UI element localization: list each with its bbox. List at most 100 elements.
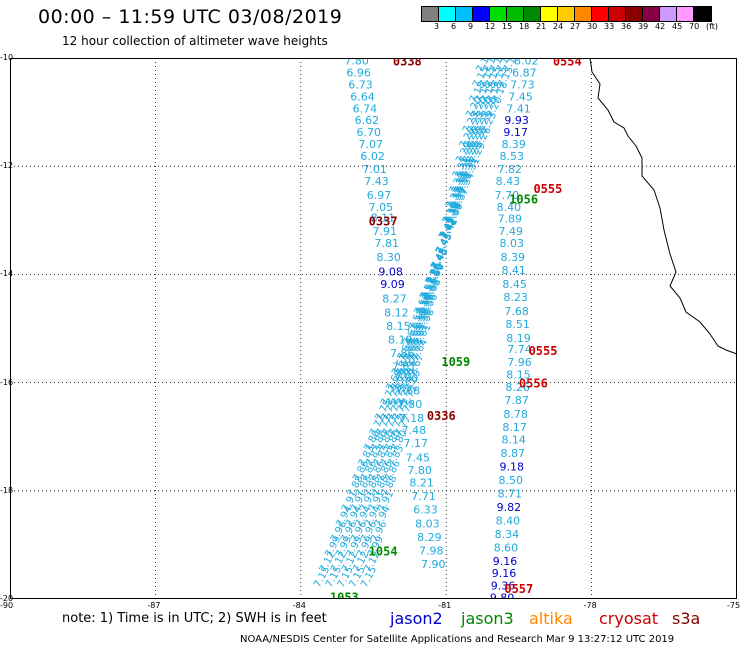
wave-height-value: 9.93 <box>504 114 529 127</box>
wave-height-value: 8.15 <box>386 320 411 333</box>
wave-height-value: 8.41 <box>501 264 526 277</box>
wave-height-map: 7.107.127.157.187.207.237.267.297.317.34… <box>10 58 737 599</box>
wave-height-value: 7.61 <box>392 360 417 373</box>
wave-height-value: 6.62 <box>355 114 380 127</box>
wave-height-value: 8.40 <box>496 515 521 528</box>
color-legend-label: 70 <box>689 22 700 31</box>
pass-label: 0556 <box>519 377 548 391</box>
wave-height-value: 7.45 <box>508 90 532 103</box>
longitude-label: -84 <box>292 601 306 610</box>
wave-height-value: 7.07 <box>358 138 383 151</box>
longitude-label: -81 <box>438 601 452 610</box>
color-swatch <box>609 7 626 21</box>
color-swatch <box>490 7 507 21</box>
wave-height-value: 6.33 <box>413 504 438 517</box>
chart-subtitle: 12 hour collection of altimeter wave hei… <box>62 34 328 48</box>
legend-cryosat: cryosat <box>599 609 659 628</box>
color-legend-label: 3 <box>434 22 440 31</box>
wave-height-value: 8.34 <box>495 528 519 541</box>
pass-label: 0555 <box>533 182 562 196</box>
coastline <box>589 58 737 355</box>
wave-height-value: 7.01 <box>362 163 387 176</box>
longitude-label: -78 <box>583 601 597 610</box>
wave-height-value: 8.19 <box>388 333 413 346</box>
footer-credit: NOAA/NESDIS Center for Satellite Applica… <box>240 634 675 645</box>
legend-altika: altika <box>529 609 573 628</box>
wave-height-value: 8.29 <box>417 531 442 544</box>
color-legend <box>421 6 712 22</box>
wave-height-value: 9.17 <box>503 126 527 139</box>
color-legend-labels: 3 6 9 12 15 18 21 24 27 30 33 36 39 42 45 70 (ft) <box>421 22 740 34</box>
longitude-label: -87 <box>147 601 161 610</box>
wave-height-value: 7.70 <box>495 189 519 202</box>
wave-height-value: 6.70 <box>357 126 382 139</box>
color-swatch <box>439 7 456 21</box>
wave-height-value: 7.74 <box>507 343 532 356</box>
wave-height-value: 9.08 <box>378 266 403 279</box>
wave-height-value: 7.87 <box>504 394 529 407</box>
color-swatch <box>677 7 694 21</box>
color-swatch <box>558 7 575 21</box>
color-legend-label: 15 <box>502 22 513 31</box>
wave-height-value: 8.11 <box>371 212 396 225</box>
wave-height-value: 7.81 <box>374 237 399 250</box>
latitude-label: -14 <box>0 269 14 279</box>
color-swatch <box>456 7 473 21</box>
color-swatch <box>507 7 524 21</box>
color-swatch <box>626 7 643 21</box>
color-legend-label: 27 <box>570 22 581 31</box>
pass-label: 1059 <box>441 355 470 369</box>
wave-height-value: 7.41 <box>506 102 531 115</box>
wave-height-values: 7.806.966.736.646.746.626.707.076.027.01… <box>344 58 538 599</box>
latitude-label: -18 <box>0 485 14 495</box>
wave-height-value: 7.05 <box>369 201 394 214</box>
wave-height-value: 7.17 <box>404 437 429 450</box>
wave-height-value: 9.09 <box>380 278 405 291</box>
wave-height-value: 7.43 <box>364 175 389 188</box>
color-legend-label: 30 <box>587 22 598 31</box>
longitude-label: -75 <box>727 601 740 610</box>
wave-height-value: 8.12 <box>384 306 409 319</box>
wave-height-value: 8.21 <box>409 477 434 490</box>
wave-height-value: 9.16 <box>492 567 517 580</box>
color-swatch <box>575 7 592 21</box>
wave-height-value: 8.23 <box>503 291 527 304</box>
wave-height-value: 7.18 <box>400 412 425 425</box>
color-legend-label: 24 <box>553 22 564 31</box>
color-swatch <box>592 7 609 21</box>
chart-title: 00:00 – 11:59 UTC 03/08/2019 <box>38 6 343 28</box>
wave-height-value: 8.71 <box>498 488 523 501</box>
color-legend-label: (ft) <box>706 22 719 31</box>
wave-height-value: 7.68 <box>504 305 529 318</box>
latitude-label: -16 <box>0 377 14 387</box>
wave-height-value: 8.30 <box>376 251 401 264</box>
wave-height-value: 8.26 <box>505 381 530 394</box>
wave-height-value: 7.50 <box>394 372 419 385</box>
wave-height-value: 8.15 <box>506 368 531 381</box>
color-swatch <box>524 7 541 21</box>
wave-height-value: 6.74 <box>353 102 378 115</box>
color-legend-label: 36 <box>621 22 632 31</box>
pass-label: 0337 <box>369 214 398 228</box>
longitude-label: -90 <box>0 601 14 610</box>
wave-height-value: 8.27 <box>382 293 407 306</box>
color-swatch <box>473 7 490 21</box>
wave-height-value: 8.39 <box>501 138 526 151</box>
wave-height-value: 8.17 <box>502 421 527 434</box>
wave-height-value: 8.78 <box>503 408 527 421</box>
latitude-label: -12 <box>0 161 14 171</box>
pass-labels: 0338 055405551056033705551059055603361054… <box>330 58 582 599</box>
wave-height-value: 7.86 <box>390 347 415 360</box>
pass-label: 0336 <box>427 409 456 423</box>
pass-label: 0557 <box>504 582 533 596</box>
wave-height-value: 7.73 <box>510 79 535 92</box>
wave-height-value: 8.53 <box>500 150 524 163</box>
wave-height-value: 8.19 <box>506 332 531 345</box>
wave-height-value: 8.51 <box>505 318 530 331</box>
wave-height-value: 6.02 <box>360 150 385 163</box>
wave-height-value: 8.39 <box>500 251 525 264</box>
footnote: note: 1) Time is in UTC; 2) SWH is in fe… <box>62 611 327 626</box>
color-swatch <box>660 7 677 21</box>
wave-height-value: 7.71 <box>411 490 436 503</box>
wave-height-value: 8.03 <box>500 237 524 250</box>
